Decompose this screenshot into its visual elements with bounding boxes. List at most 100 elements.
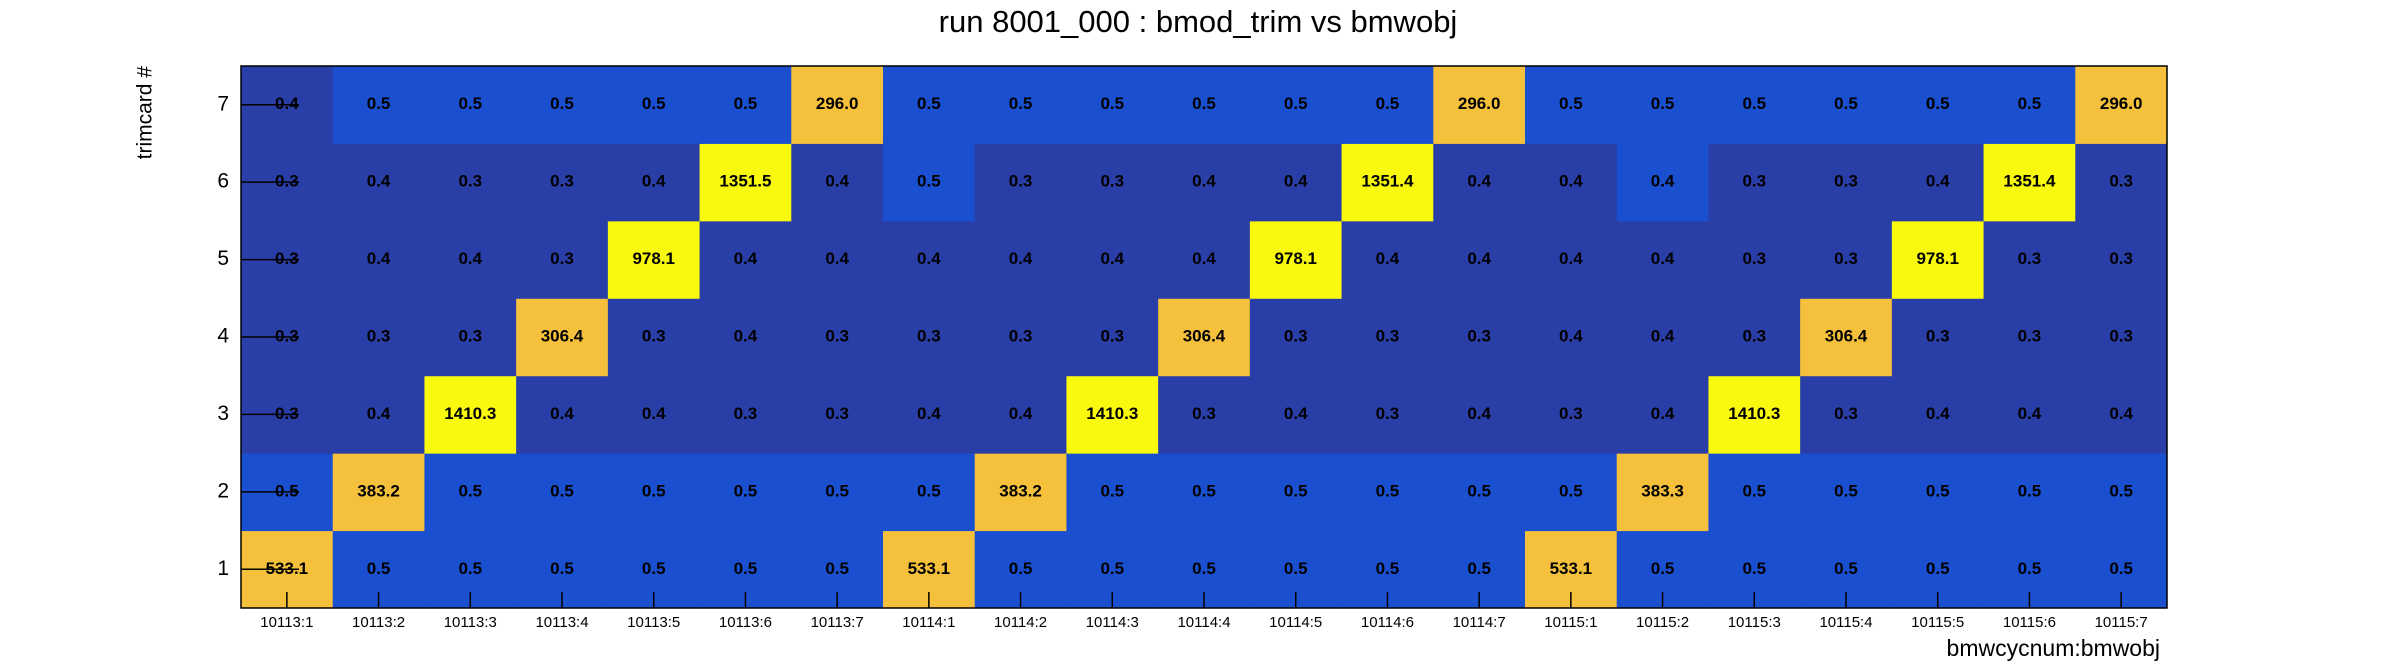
heatmap-cell: [1891, 453, 1985, 532]
cell-label: 0.5: [734, 94, 758, 113]
heatmap-cell: [1066, 375, 1159, 454]
heatmap-cell: [974, 143, 1067, 222]
heatmap-cell: [424, 453, 517, 532]
heatmap-cell: [699, 143, 792, 222]
cell-label: 0.3: [2109, 172, 2133, 191]
heatmap-cell: [1341, 453, 1434, 532]
cell-label: 0.5: [1009, 94, 1033, 113]
x-tick-label: 10113:7: [811, 614, 864, 631]
cell-label: 0.3: [825, 326, 849, 345]
cell-label: 0.4: [1284, 404, 1308, 423]
cell-label: 0.4: [1467, 249, 1491, 268]
cell-label: 0.4: [825, 172, 849, 191]
heatmap-cell: [974, 453, 1067, 532]
cell-label: 0.4: [1926, 172, 1950, 191]
cell-label: 0.5: [2018, 94, 2042, 113]
cell-label: 0.3: [550, 249, 574, 268]
cell-label: 0.5: [1192, 559, 1216, 578]
heatmap-cell: [1616, 220, 1709, 299]
y-tick-label: 6: [217, 170, 229, 193]
cell-label: 0.5: [1926, 94, 1950, 113]
cell-label: 0.4: [1651, 172, 1675, 191]
cell-label: 978.1: [1274, 249, 1317, 268]
cell-label: 0.3: [275, 326, 299, 345]
heatmap-cell: [791, 298, 884, 377]
heatmap-cell: [974, 220, 1067, 299]
heatmap-cell: [1800, 143, 1893, 222]
cell-label: 0.5: [917, 481, 941, 500]
heatmap-cell: [607, 375, 701, 454]
cell-label: 0.4: [642, 172, 666, 191]
heatmap-cell: [1066, 298, 1159, 377]
cell-label: 0.5: [550, 481, 574, 500]
cell-label: 0.3: [550, 172, 574, 191]
heatmap-cell: [1525, 143, 1618, 222]
heatmap-cell: [1983, 66, 2076, 144]
cell-label: 0.5: [1284, 481, 1308, 500]
cell-label: 1410.3: [1086, 404, 1138, 423]
heatmap-cell: [1341, 375, 1434, 454]
x-tick-label: 10114:1: [902, 614, 955, 631]
cell-label: 0.3: [2109, 326, 2133, 345]
cell-label: 0.4: [1651, 326, 1675, 345]
y-tick-label: 1: [217, 557, 229, 580]
heatmap-cell: [1891, 66, 1985, 144]
heatmap-cell: [1891, 298, 1985, 377]
cell-label: 0.5: [1834, 559, 1858, 578]
cell-label: 0.5: [458, 481, 482, 500]
heatmap-cell: [883, 298, 976, 377]
cell-label: 0.4: [1559, 249, 1583, 268]
cell-label: 0.3: [825, 404, 849, 423]
heatmap-cell: [791, 143, 884, 222]
cell-label: 0.5: [825, 559, 849, 578]
cell-label: 0.5: [642, 559, 666, 578]
heatmap-cell: [607, 66, 701, 144]
heatmap-cell: [1800, 298, 1893, 377]
y-tick-label: 4: [217, 325, 229, 348]
cell-label: 0.5: [458, 559, 482, 578]
heatmap-cell: [424, 66, 517, 144]
heatmap-cell: [1525, 453, 1618, 532]
cell-label: 0.5: [1192, 94, 1216, 113]
cell-label: 0.3: [1742, 172, 1766, 191]
heatmap-cell: [791, 220, 884, 299]
heatmap-cell: [1341, 220, 1434, 299]
heatmap-cell: [699, 375, 792, 454]
x-tick-label: 10113:6: [719, 614, 772, 631]
heatmap-cell: [1158, 298, 1251, 377]
cell-label: 0.5: [1834, 94, 1858, 113]
x-tick-label: 10113:5: [627, 614, 680, 631]
heatmap-cell: [1249, 220, 1343, 299]
cell-label: 296.0: [1458, 94, 1501, 113]
cell-label: 0.5: [2109, 481, 2133, 500]
heatmap-cell: [1983, 220, 2076, 299]
heatmap-cell: [607, 220, 701, 299]
cell-label: 0.4: [825, 249, 849, 268]
cell-label: 0.5: [917, 172, 941, 191]
heatmap-cell: [1249, 66, 1343, 144]
cell-label: 0.4: [1009, 404, 1033, 423]
heatmap-cell: [1433, 298, 1526, 377]
x-tick-label: 10115:2: [1636, 614, 1689, 631]
cell-label: 0.5: [1100, 94, 1124, 113]
x-tick-label: 10113:3: [444, 614, 497, 631]
heatmap-cell: [1249, 298, 1343, 377]
heatmap-cell: [1708, 66, 1801, 144]
cell-label: 0.4: [1559, 326, 1583, 345]
heatmap-cell: [1891, 375, 1985, 454]
heatmap-cell: [1983, 298, 2076, 377]
heatmap-cell: [883, 453, 976, 532]
heatmap-cell: [1800, 66, 1893, 144]
heatmap-cell: [1616, 298, 1709, 377]
heatmap-cell: [1066, 66, 1159, 144]
heatmap-cell: [1616, 66, 1709, 144]
cell-label: 0.5: [1376, 94, 1400, 113]
heatmap-cell: [607, 143, 701, 222]
cell-label: 0.4: [1651, 249, 1675, 268]
cell-label: 0.4: [1467, 172, 1491, 191]
cell-label: 0.3: [275, 249, 299, 268]
cell-label: 0.4: [550, 404, 574, 423]
cell-label: 533.1: [908, 559, 951, 578]
x-axis-title: bmwcycnum:bmwobj: [1947, 635, 2160, 661]
